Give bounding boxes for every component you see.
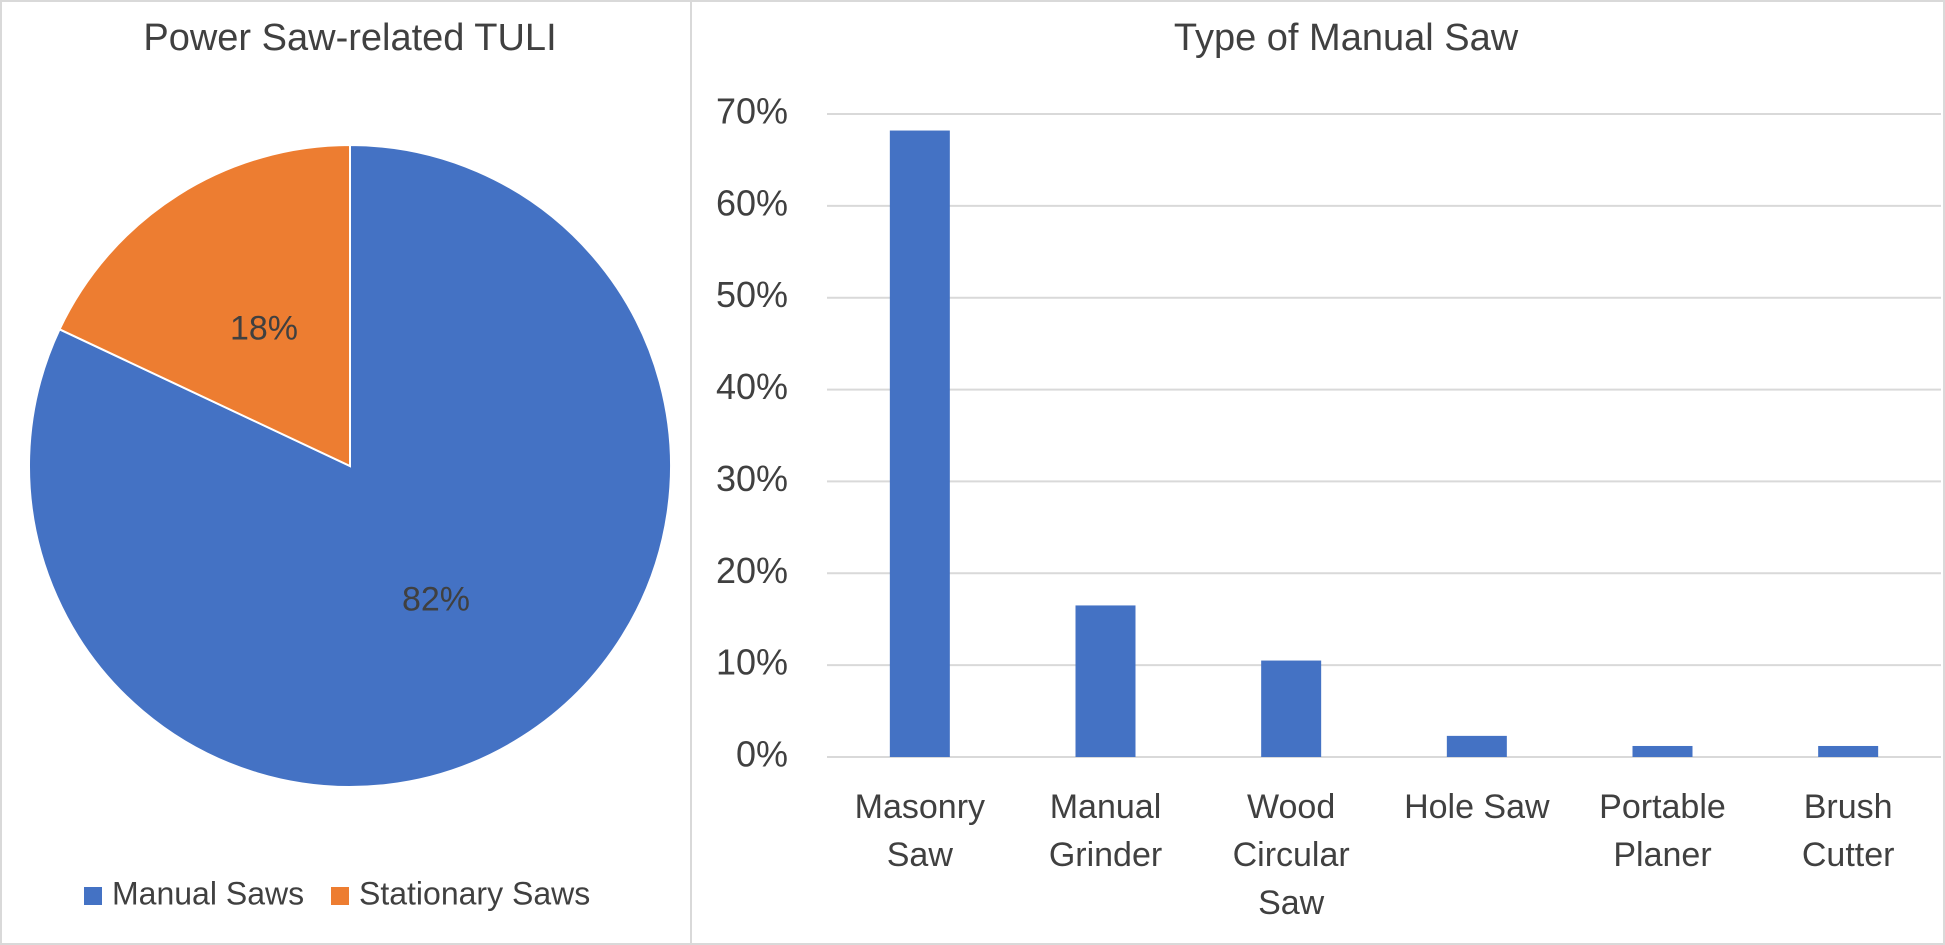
bar (1446, 735, 1507, 757)
bar (1075, 605, 1136, 757)
bar (889, 130, 950, 757)
y-tick-label: 40% (716, 366, 788, 407)
y-tick-label: 30% (716, 458, 788, 499)
y-tick-label: 20% (716, 550, 788, 591)
bar (1632, 745, 1693, 757)
pie-label: 82% (402, 580, 470, 618)
bar (1818, 745, 1879, 757)
y-tick-label: 60% (716, 182, 788, 223)
x-tick-label: Wood Circular Saw (1233, 788, 1350, 922)
x-tick-label: Hole Saw (1404, 788, 1550, 826)
legend-swatch (84, 887, 102, 905)
x-tick-label: Masonry Saw (855, 788, 985, 874)
pie-title: Power Saw-related TULI (143, 17, 556, 59)
legend-label: Manual Saws (112, 875, 304, 911)
pie-slice (58, 143, 351, 468)
y-tick-label: 50% (716, 274, 788, 315)
y-tick-label: 10% (716, 642, 788, 683)
x-tick-label: Portable Planer (1599, 788, 1726, 874)
y-tick-label: 70% (716, 91, 788, 132)
y-tick-label: 0% (736, 734, 788, 775)
bar (1261, 660, 1322, 757)
legend-swatch (331, 887, 349, 905)
x-tick-label: Manual Grinder (1049, 788, 1162, 874)
x-tick-label: Brush Cutter (1802, 788, 1895, 874)
legend-label: Stationary Saws (359, 875, 590, 911)
pie-label: 18% (230, 309, 298, 347)
bar-title: Type of Manual Saw (1174, 17, 1519, 59)
